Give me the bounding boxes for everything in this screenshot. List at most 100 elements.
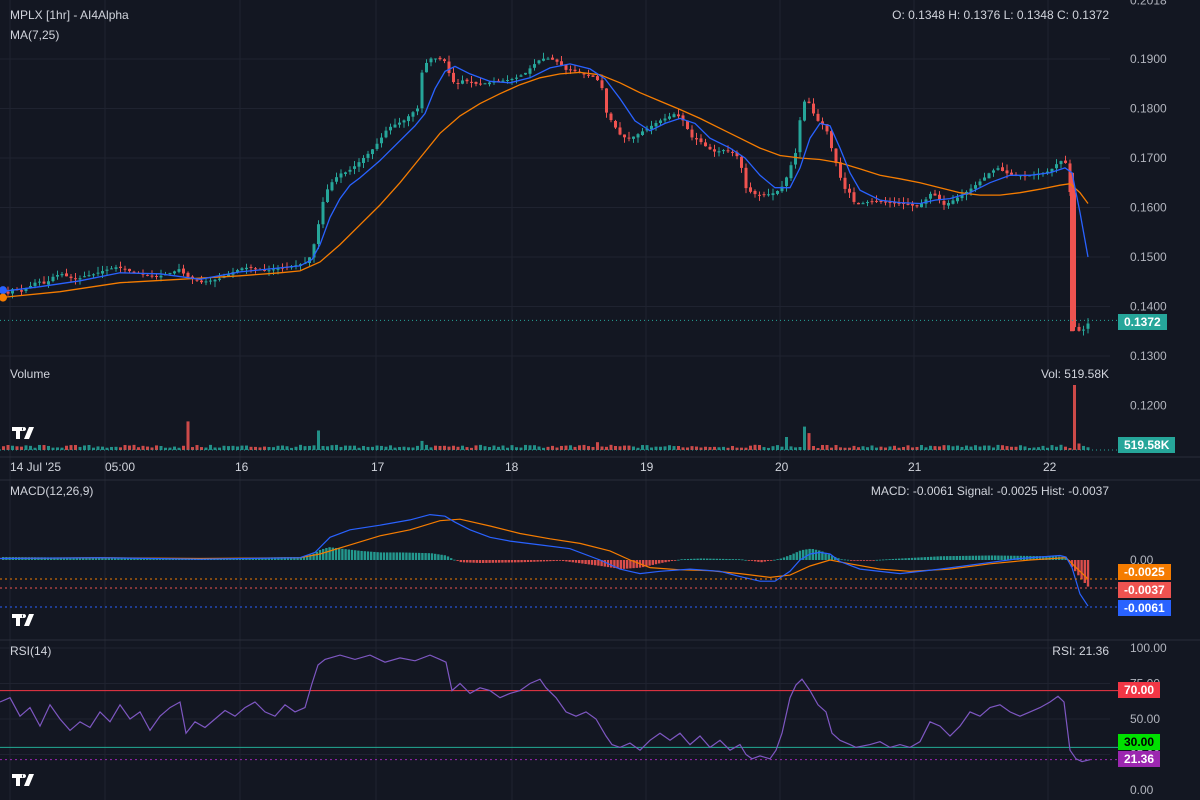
macd-histogram-bar — [843, 559, 846, 561]
macd-histogram-bar — [1080, 560, 1083, 580]
macd-histogram-bar — [1013, 555, 1016, 560]
macd-histogram-bar — [507, 560, 510, 563]
macd-histogram-bar — [341, 548, 344, 560]
macd-histogram-bar — [290, 557, 293, 560]
macd-histogram-bar — [1003, 555, 1006, 560]
candle-body — [740, 156, 743, 168]
macd-histogram-bar — [523, 560, 526, 563]
candle-body — [839, 162, 842, 178]
volume-bar — [47, 445, 50, 450]
macd-histogram-bar — [101, 557, 104, 560]
candle-body — [681, 115, 685, 121]
candle-body — [897, 202, 901, 204]
macd-histogram-bar — [475, 560, 478, 563]
volume-bar — [789, 446, 793, 450]
candle-body — [623, 134, 626, 138]
macd-histogram-bar — [277, 557, 280, 560]
macd-histogram-bar — [347, 549, 350, 560]
candle-body — [600, 80, 604, 89]
candle-body — [699, 138, 703, 143]
candle-body — [114, 267, 118, 269]
macd-histogram-bar — [869, 560, 872, 561]
volume-bar — [330, 445, 334, 450]
volume-bar — [515, 447, 518, 450]
candle-body — [564, 65, 568, 70]
volume-bar — [2, 446, 5, 450]
macd-histogram-bar — [622, 560, 626, 569]
candle-body — [375, 143, 379, 149]
macd-histogram-bar — [763, 560, 766, 562]
candle-body — [65, 273, 68, 277]
macd-histogram-bar — [805, 549, 808, 560]
macd-histogram-bar — [712, 558, 715, 560]
volume-bar — [821, 444, 824, 450]
candle-body — [330, 182, 334, 191]
volume-bar — [902, 446, 905, 450]
macd-histogram-bar — [693, 558, 696, 560]
macd-histogram-bar — [645, 560, 648, 567]
volume-bar — [618, 446, 622, 450]
macd-histogram-bar — [632, 560, 635, 569]
candle-body — [362, 158, 365, 163]
volume-bar — [551, 445, 554, 450]
volume-bar — [983, 445, 986, 450]
volume-bar — [659, 446, 662, 450]
volume-bar — [672, 446, 676, 450]
candle-body — [461, 80, 464, 84]
candle-body — [200, 280, 203, 283]
macd-histogram-bar — [139, 558, 142, 560]
volume-bar — [965, 445, 968, 450]
volume-bar — [209, 444, 212, 450]
volume-bar — [1082, 445, 1085, 450]
macd-histogram-bar — [69, 557, 72, 560]
volume-bar — [353, 445, 356, 450]
macd-histogram-bar — [584, 560, 587, 564]
volume-bar — [1014, 446, 1018, 450]
ma25-start-dot — [0, 293, 7, 302]
candle-body — [596, 76, 599, 81]
candle-body — [735, 152, 739, 157]
macd-histogram-bar — [722, 558, 725, 560]
volume-bar — [474, 445, 478, 450]
tradingview-logo-icon — [12, 774, 34, 786]
volume-bar — [249, 446, 253, 450]
volume-bar — [317, 430, 320, 450]
volume-bar — [938, 446, 941, 450]
macd-histogram-bar — [75, 557, 78, 560]
volume-bar — [105, 447, 109, 450]
candle-body — [893, 202, 896, 204]
volume-bar — [1086, 447, 1090, 450]
macd-histogram-bar — [571, 560, 574, 563]
volume-bar — [344, 445, 347, 450]
macd-histogram-bar — [981, 555, 984, 560]
macd-histogram-bar — [782, 557, 786, 560]
volume-bar — [636, 447, 640, 450]
macd-histogram-bar — [658, 560, 661, 564]
candle-body — [321, 201, 325, 225]
macd-histogram-bar — [821, 551, 824, 560]
macd-histogram-bar — [626, 560, 629, 569]
macd-histogram-bar — [520, 560, 523, 563]
candle-body — [389, 126, 392, 131]
volume-bar — [1064, 446, 1067, 450]
candle-body — [866, 202, 869, 204]
volume-bar — [591, 446, 595, 450]
macd-histogram-bar — [1035, 556, 1038, 560]
candle-body — [960, 194, 964, 199]
macd-histogram-bar — [990, 555, 994, 560]
volume-bar — [587, 446, 590, 450]
macd-histogram-bar — [779, 558, 782, 560]
volume-bar — [416, 445, 419, 450]
macd-histogram-bar — [504, 560, 507, 563]
volume-bar — [281, 445, 284, 450]
macd-histogram-bar — [408, 552, 411, 560]
macd-histogram-bar — [414, 552, 418, 560]
macd-histogram-bar — [568, 560, 571, 562]
volume-bar — [834, 445, 838, 450]
macd-histogram-bar — [123, 557, 126, 560]
candle-body — [861, 203, 865, 205]
volume-bar — [429, 447, 433, 450]
macd-histogram-bar — [667, 560, 670, 562]
candle-body — [803, 101, 806, 121]
candle-body — [992, 170, 995, 173]
